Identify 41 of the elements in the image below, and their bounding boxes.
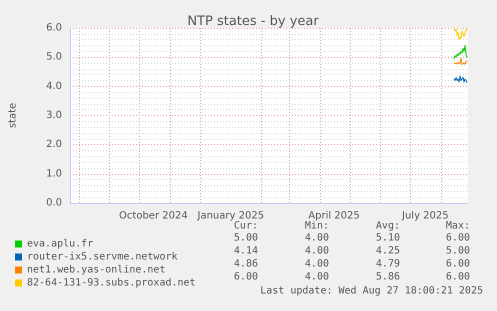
y-tick-label: 4.0 — [46, 80, 62, 92]
x-tick-label: October 2024 — [119, 210, 188, 222]
text: 4.79 — [376, 258, 400, 270]
text: 4.00 — [304, 246, 329, 256]
text: 6.00 — [446, 272, 470, 282]
text: Avg: — [376, 220, 400, 232]
text: 5.10 — [376, 232, 400, 244]
text: 6.00 — [234, 272, 258, 282]
legend-label: net1.web.yas-online.net — [27, 264, 166, 276]
y-axis-title: state — [8, 102, 18, 128]
text: 5.00 — [234, 232, 258, 244]
x-tick-label: April 2025 — [308, 210, 360, 222]
y-tick-label: 6.0 — [46, 22, 62, 34]
y-tick-label: 1.0 — [46, 168, 62, 180]
x-tick-label: January 2025 — [196, 210, 264, 222]
legend-label: eva.aplu.fr — [27, 238, 94, 250]
line-series — [454, 45, 468, 60]
text: 4.00 — [304, 232, 329, 244]
legend-label: 82-64-131-93.subs.proxad.net — [27, 278, 196, 288]
text: 4.00 — [304, 272, 329, 282]
text: 4.14 — [234, 246, 258, 256]
text: Max: — [446, 220, 470, 232]
y-tick-label: 2.0 — [46, 139, 62, 150]
chart-title: NTP states - by year — [187, 14, 320, 29]
y-tick-label: 5.0 — [46, 52, 62, 63]
text: Last update: Wed Aug 27 18:00:21 2025 — [260, 286, 483, 296]
text: Min: — [304, 220, 329, 232]
text: 5.00 — [446, 246, 470, 256]
x-tick-label: July 2025 — [401, 210, 449, 222]
text: 6.00 — [446, 232, 470, 244]
text: 4.86 — [234, 258, 258, 270]
legend-label: router-ix5.servme.network — [27, 252, 178, 262]
text: 5.86 — [376, 272, 400, 282]
text: Cur: — [234, 220, 258, 232]
line-series — [454, 28, 468, 40]
line-series — [454, 76, 468, 83]
y-tick-label: 0.0 — [46, 198, 62, 208]
text: 4.00 — [304, 258, 329, 270]
text: 6.00 — [446, 258, 470, 270]
text: 4.25 — [376, 246, 400, 256]
y-tick-label: 3.0 — [46, 110, 62, 121]
